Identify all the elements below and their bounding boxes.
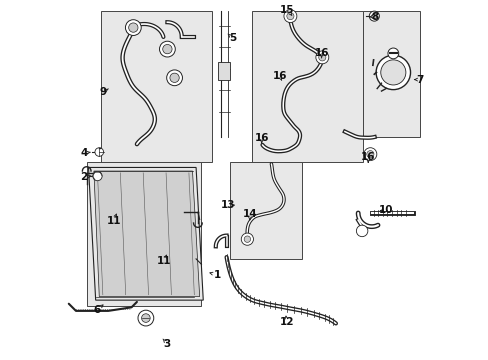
Circle shape — [286, 13, 293, 20]
Bar — [101, 12, 212, 162]
Circle shape — [380, 60, 405, 85]
Circle shape — [244, 236, 250, 242]
Text: 10: 10 — [378, 206, 393, 216]
Text: 14: 14 — [242, 209, 257, 219]
Circle shape — [318, 54, 325, 61]
Text: 8: 8 — [371, 12, 378, 22]
Circle shape — [163, 44, 172, 54]
Text: 13: 13 — [221, 200, 235, 210]
Text: 7: 7 — [416, 75, 423, 85]
Bar — [362, 12, 419, 137]
Circle shape — [284, 10, 296, 23]
Circle shape — [375, 55, 410, 90]
Text: 15: 15 — [280, 5, 294, 15]
Bar — [230, 162, 301, 259]
Circle shape — [142, 314, 150, 322]
Circle shape — [387, 48, 398, 59]
Text: 11: 11 — [106, 216, 121, 226]
Text: 9: 9 — [99, 87, 106, 97]
Bar — [251, 12, 362, 162]
Circle shape — [125, 20, 141, 36]
Circle shape — [169, 73, 179, 82]
Circle shape — [356, 225, 367, 237]
Circle shape — [159, 41, 175, 57]
Bar — [217, 62, 230, 80]
Text: 16: 16 — [254, 133, 268, 143]
Circle shape — [366, 150, 373, 158]
Polygon shape — [94, 171, 199, 297]
Circle shape — [371, 14, 376, 19]
Circle shape — [166, 70, 182, 86]
Text: 3: 3 — [163, 339, 171, 349]
Polygon shape — [88, 167, 203, 300]
Text: 16: 16 — [360, 152, 375, 162]
Bar — [86, 162, 201, 306]
Text: 12: 12 — [279, 317, 293, 327]
Circle shape — [138, 310, 153, 326]
Circle shape — [315, 51, 328, 64]
Circle shape — [128, 23, 138, 32]
Circle shape — [241, 233, 253, 245]
Circle shape — [93, 171, 102, 181]
Text: 11: 11 — [156, 256, 171, 266]
Circle shape — [363, 148, 376, 161]
Circle shape — [368, 11, 379, 21]
Text: 1: 1 — [214, 270, 221, 280]
Text: 5: 5 — [229, 33, 236, 43]
Text: 4: 4 — [80, 148, 87, 158]
Circle shape — [95, 148, 103, 156]
Text: 16: 16 — [314, 48, 328, 58]
Text: 2: 2 — [80, 172, 87, 182]
Text: 6: 6 — [93, 305, 100, 315]
Text: 16: 16 — [272, 71, 286, 81]
